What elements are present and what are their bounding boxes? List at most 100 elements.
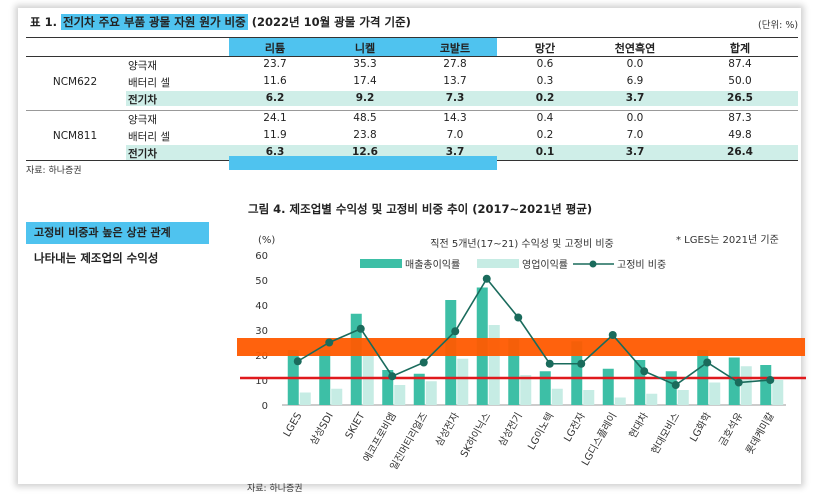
point-fixed-cost	[671, 381, 680, 389]
table-cell: 0.0	[626, 58, 644, 70]
table-cell: 9.2	[355, 92, 375, 104]
bar-sales	[665, 371, 677, 405]
point-fixed-cost	[356, 324, 365, 333]
table-cell: 0.3	[536, 75, 554, 87]
table-cell: 14.3	[443, 112, 467, 124]
bar-op	[646, 393, 658, 405]
column-header: 망간	[534, 42, 556, 55]
bar-op	[551, 388, 563, 405]
bar-sales	[382, 370, 394, 405]
y-tick-label: 40	[255, 301, 268, 312]
column-header: 합계	[729, 42, 751, 55]
x-tick-label: LG이노텍	[525, 411, 556, 452]
chart-subtitle: 직전 5개년(17~21) 수익성 및 고정비 비중	[430, 238, 614, 250]
legend-label-op: 영업이익률	[522, 258, 568, 271]
bar-op	[488, 325, 500, 405]
bar-op	[583, 390, 595, 405]
table-source: 자료: 하나증권	[26, 166, 82, 176]
column-header: 천연흑연	[614, 42, 656, 55]
y-tick-label: 10	[255, 376, 268, 387]
table-cell: 0.6	[536, 58, 554, 70]
table-top-rule	[26, 37, 798, 38]
x-tick-label: 롯데케미칼	[743, 410, 777, 456]
y-axis-label: (%)	[258, 235, 275, 246]
x-tick-label: SK하이닉스	[457, 410, 493, 460]
table-title-prefix: 표 1.	[30, 15, 57, 29]
x-tick-label: 에코프로비엠	[361, 411, 399, 465]
y-tick-label: 60	[255, 251, 268, 262]
total-row-highlight	[126, 91, 798, 106]
callout-text: 나타내는 제조업의 수익성	[34, 251, 159, 265]
table-cell: 6.2	[265, 92, 285, 104]
x-tick-label: 삼성SDI	[308, 411, 336, 448]
table-cell: 50.0	[728, 75, 752, 87]
table-title-main: 전기차 주요 부품 광물 자원 원가 비중	[60, 14, 248, 30]
table-cell: 49.8	[728, 129, 752, 141]
bar-op	[394, 385, 406, 405]
row-label: 전기차	[128, 94, 157, 106]
row-label: 양극재	[128, 114, 157, 126]
table-cell: 17.4	[353, 75, 377, 87]
row-label: 배터리 셀	[128, 77, 170, 89]
table-cell: 13.7	[443, 75, 467, 87]
table-group-divider	[26, 110, 798, 111]
y-tick-label: 20	[255, 351, 268, 362]
table-cell: 0.2	[535, 92, 555, 104]
point-fixed-cost	[608, 331, 617, 339]
x-tick-label: SKIET	[344, 410, 368, 441]
x-tick-label: LG화학	[688, 411, 714, 444]
bar-op	[457, 358, 469, 405]
bar-sales	[760, 365, 772, 405]
point-fixed-cost	[703, 358, 712, 367]
point-fixed-cost	[293, 357, 302, 366]
bar-op	[299, 392, 311, 405]
x-tick-label: 삼성전자	[433, 411, 462, 449]
figure-source: 자료: 하나증권	[247, 484, 303, 494]
x-tick-label: 현대차	[627, 411, 651, 441]
bar-sales	[539, 371, 551, 405]
point-fixed-cost	[388, 372, 397, 381]
x-tick-label: LGES	[282, 411, 305, 439]
table-cell: 6.3	[265, 146, 285, 158]
table-cell: 26.5	[727, 92, 753, 104]
point-fixed-cost	[419, 358, 428, 367]
table-cell: 24.1	[263, 112, 287, 124]
legend-swatch-sales	[360, 259, 402, 268]
table-cell: 11.9	[263, 129, 287, 141]
table-cell: 3.7	[625, 92, 645, 104]
table-cell: 0.0	[626, 112, 644, 124]
bar-op	[425, 381, 437, 405]
table-cell: 7.0	[446, 129, 464, 141]
table-cell: 12.6	[352, 146, 378, 158]
row-label: 양극재	[128, 60, 157, 72]
point-fixed-cost	[577, 359, 586, 368]
x-tick-label: 금호석유	[717, 411, 746, 449]
table-cell: 87.3	[728, 112, 752, 124]
table-cell: 87.4	[728, 58, 752, 70]
column-header: 코발트	[439, 42, 471, 55]
legend-label-fixed: 고정비 비중	[617, 259, 666, 271]
table-cell: 3.7	[445, 146, 465, 158]
figure-title: 그림 4. 제조업별 수익성 및 고정비 비중 추이 (2017~2021년 평…	[248, 202, 593, 216]
table-cell: 11.6	[263, 75, 287, 87]
table-title-suffix: (2022년 10월 광물 가격 기준)	[251, 15, 411, 29]
group-label: NCM811	[52, 130, 98, 142]
bar-sales	[413, 373, 425, 405]
y-tick-label: 0	[262, 401, 268, 412]
legend-label-sales: 매출총이익률	[405, 259, 460, 271]
point-fixed-cost	[451, 327, 460, 336]
bar-op	[677, 390, 689, 405]
table-cell: 35.3	[353, 58, 377, 70]
column-highlight	[229, 156, 497, 170]
table-cell: 7.0	[626, 129, 644, 141]
bar-op	[520, 375, 532, 405]
row-label: 배터리 셀	[128, 131, 170, 143]
x-tick-label: 현대모비스	[649, 411, 682, 457]
table-cell: 6.9	[626, 75, 644, 87]
table-cell: 23.8	[353, 129, 377, 141]
bar-sales	[634, 360, 646, 405]
bar-op	[331, 388, 343, 405]
point-fixed-cost	[482, 274, 491, 283]
bar-op	[772, 380, 784, 405]
